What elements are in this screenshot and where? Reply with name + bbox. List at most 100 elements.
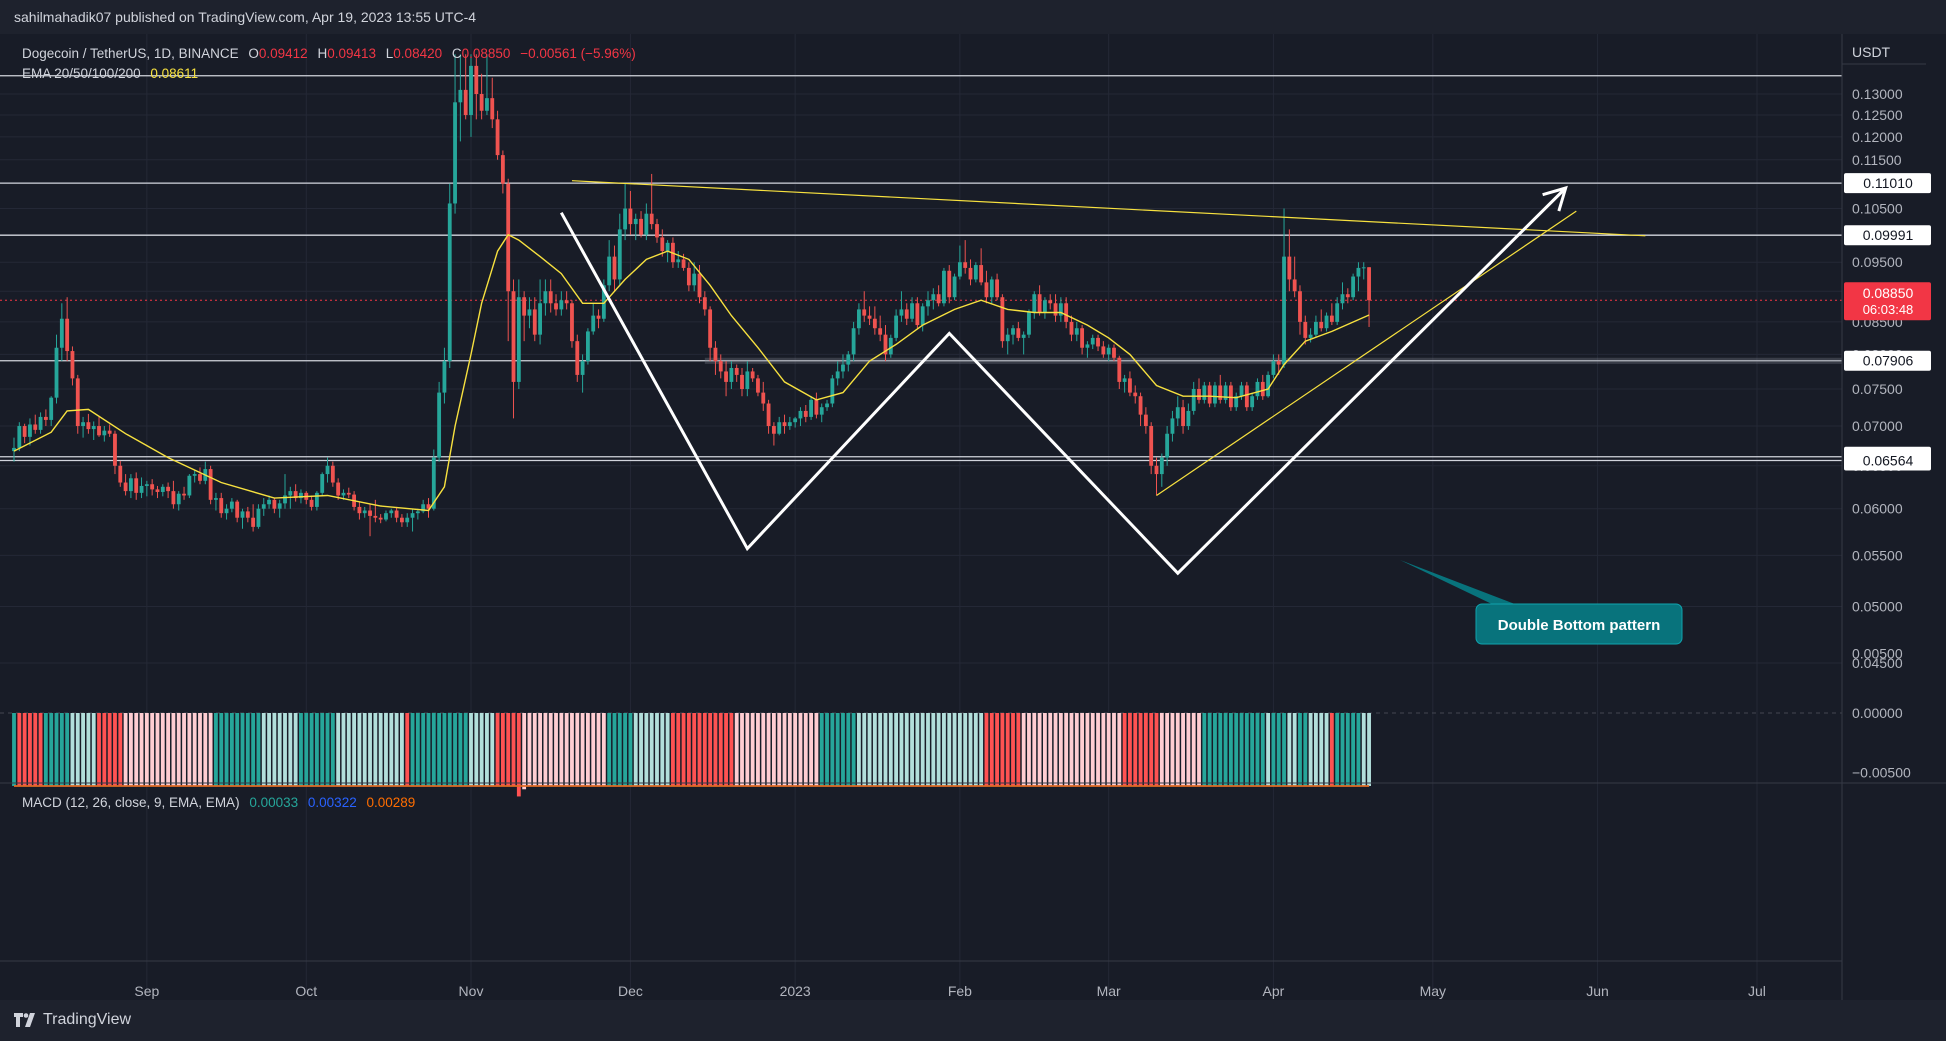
candle-body [17,426,22,448]
macd-histogram-bar [431,713,436,786]
candle-body [851,328,856,355]
candle-body [134,478,139,493]
symbol-legend: Dogecoin / TetherUS, 1D, BINANCE O0.0941… [22,46,636,61]
candle-body [155,489,160,492]
macd-histogram-bar [793,713,798,786]
macd-histogram-bar [447,713,452,786]
candle-body [761,392,766,404]
candle-body [309,499,314,507]
ema-line [13,233,1370,512]
annotation-box[interactable] [1475,603,1683,645]
candle-body [107,430,112,434]
macd-histogram-bar [33,713,38,786]
macd-histogram-bar [559,713,564,786]
macd-histogram-bar [1223,713,1228,786]
macd-histogram-bar [702,713,707,786]
macd-histogram-bar [649,713,654,786]
macd-histogram-bar [219,713,224,786]
trendline[interactable] [1156,210,1577,496]
candle-body [38,416,43,430]
candle-body [1027,312,1031,335]
candle-body [1106,347,1111,355]
candle-body [1175,407,1180,419]
macd-histogram-bar [325,713,330,786]
y-tick-label: 0.06000 [1852,501,1903,517]
macd-histogram-bar [612,713,617,786]
candle-body [745,371,750,390]
macd-histogram-bar [564,713,569,786]
y-tick-label: 0.07000 [1852,418,1903,434]
macd-histogram-bar [405,713,410,786]
macd-histogram-bar [580,713,585,786]
macd-histogram-bar [1186,713,1191,786]
candle-body [511,291,516,382]
macd-histogram-bar [957,713,962,786]
macd-histogram-bar [1117,713,1122,786]
candle-body [1271,361,1276,375]
macd-histogram-bar [1122,713,1127,786]
macd-histogram-bar [585,713,590,786]
candle-body [872,318,877,329]
candle-body [490,98,495,120]
candle-body [144,484,149,486]
trendline[interactable] [571,180,1646,237]
candle-body [729,367,734,382]
candle-body [1308,334,1313,338]
macd-histogram-bar [1345,713,1350,786]
macd-histogram-bar [740,713,744,786]
candle-body [139,485,144,493]
macd-histogram-bar [59,713,64,786]
macd-histogram-bar [123,713,128,786]
macd-histogram-bar [314,713,319,786]
macd-histogram-bar [543,713,548,786]
candle-body [293,491,298,499]
macd-histogram-bar [214,713,218,786]
macd-histogram-bar [1042,713,1047,786]
candle-body [49,397,54,420]
macd-histogram-bar [229,713,234,786]
x-tick-label: Mar [1097,983,1121,999]
macd-histogram-bar [1106,713,1111,786]
macd-histogram-bar [118,713,123,786]
y-tick-label: 0.11500 [1852,152,1902,168]
candle-body [447,203,452,362]
macd-histogram-bar [644,713,649,786]
level-price-tag [1844,450,1931,471]
candle-body [724,371,728,382]
tradingview-logo[interactable]: TradingView [14,1011,131,1029]
macd-histogram-bar [527,713,532,786]
macd-histogram-bar [1175,713,1180,786]
candle-body [28,424,32,437]
macd-histogram-bar [591,713,596,786]
macd-histogram-bar [256,713,261,786]
candle-body [1048,300,1053,304]
candle-body [118,465,123,483]
level-price-tag-label: 0.11010 [1863,175,1913,191]
double-bottom-pattern-line[interactable] [559,186,1567,576]
macd-histogram-bar [851,713,856,786]
macd-histogram-bar [304,713,309,786]
high-value: 0.09413 [327,46,377,61]
candle-body [1303,321,1308,338]
macd-histogram-bar [171,713,176,786]
macd-histogram-bar [1239,713,1244,786]
candle-body [1181,407,1185,427]
macd-histogram-bar [777,713,782,786]
drawings[interactable] [559,180,1646,576]
macd-histogram-bar [1112,713,1116,786]
candle-body [1069,321,1074,335]
macd-histogram-bar [1080,713,1085,786]
chart-area[interactable]: Sep Oct Nov Dec 2023 Feb Mar Apr May Jun Jul 0.1300… [0,34,1946,1000]
candle-body [830,378,835,404]
candle-body [113,433,117,466]
annotation[interactable]: Double Bottom pattern [1400,560,1683,645]
candle-body [926,300,930,307]
candle-body [1154,465,1159,475]
candle-body [59,318,64,348]
macd-histogram-bar [894,713,899,786]
macd-histogram-bar [65,713,70,786]
macd-histogram-bar [1048,713,1053,786]
y-tick-label: 0.05000 [1852,598,1903,614]
macd-histogram-bar [745,713,750,786]
candle-body [1080,328,1085,348]
